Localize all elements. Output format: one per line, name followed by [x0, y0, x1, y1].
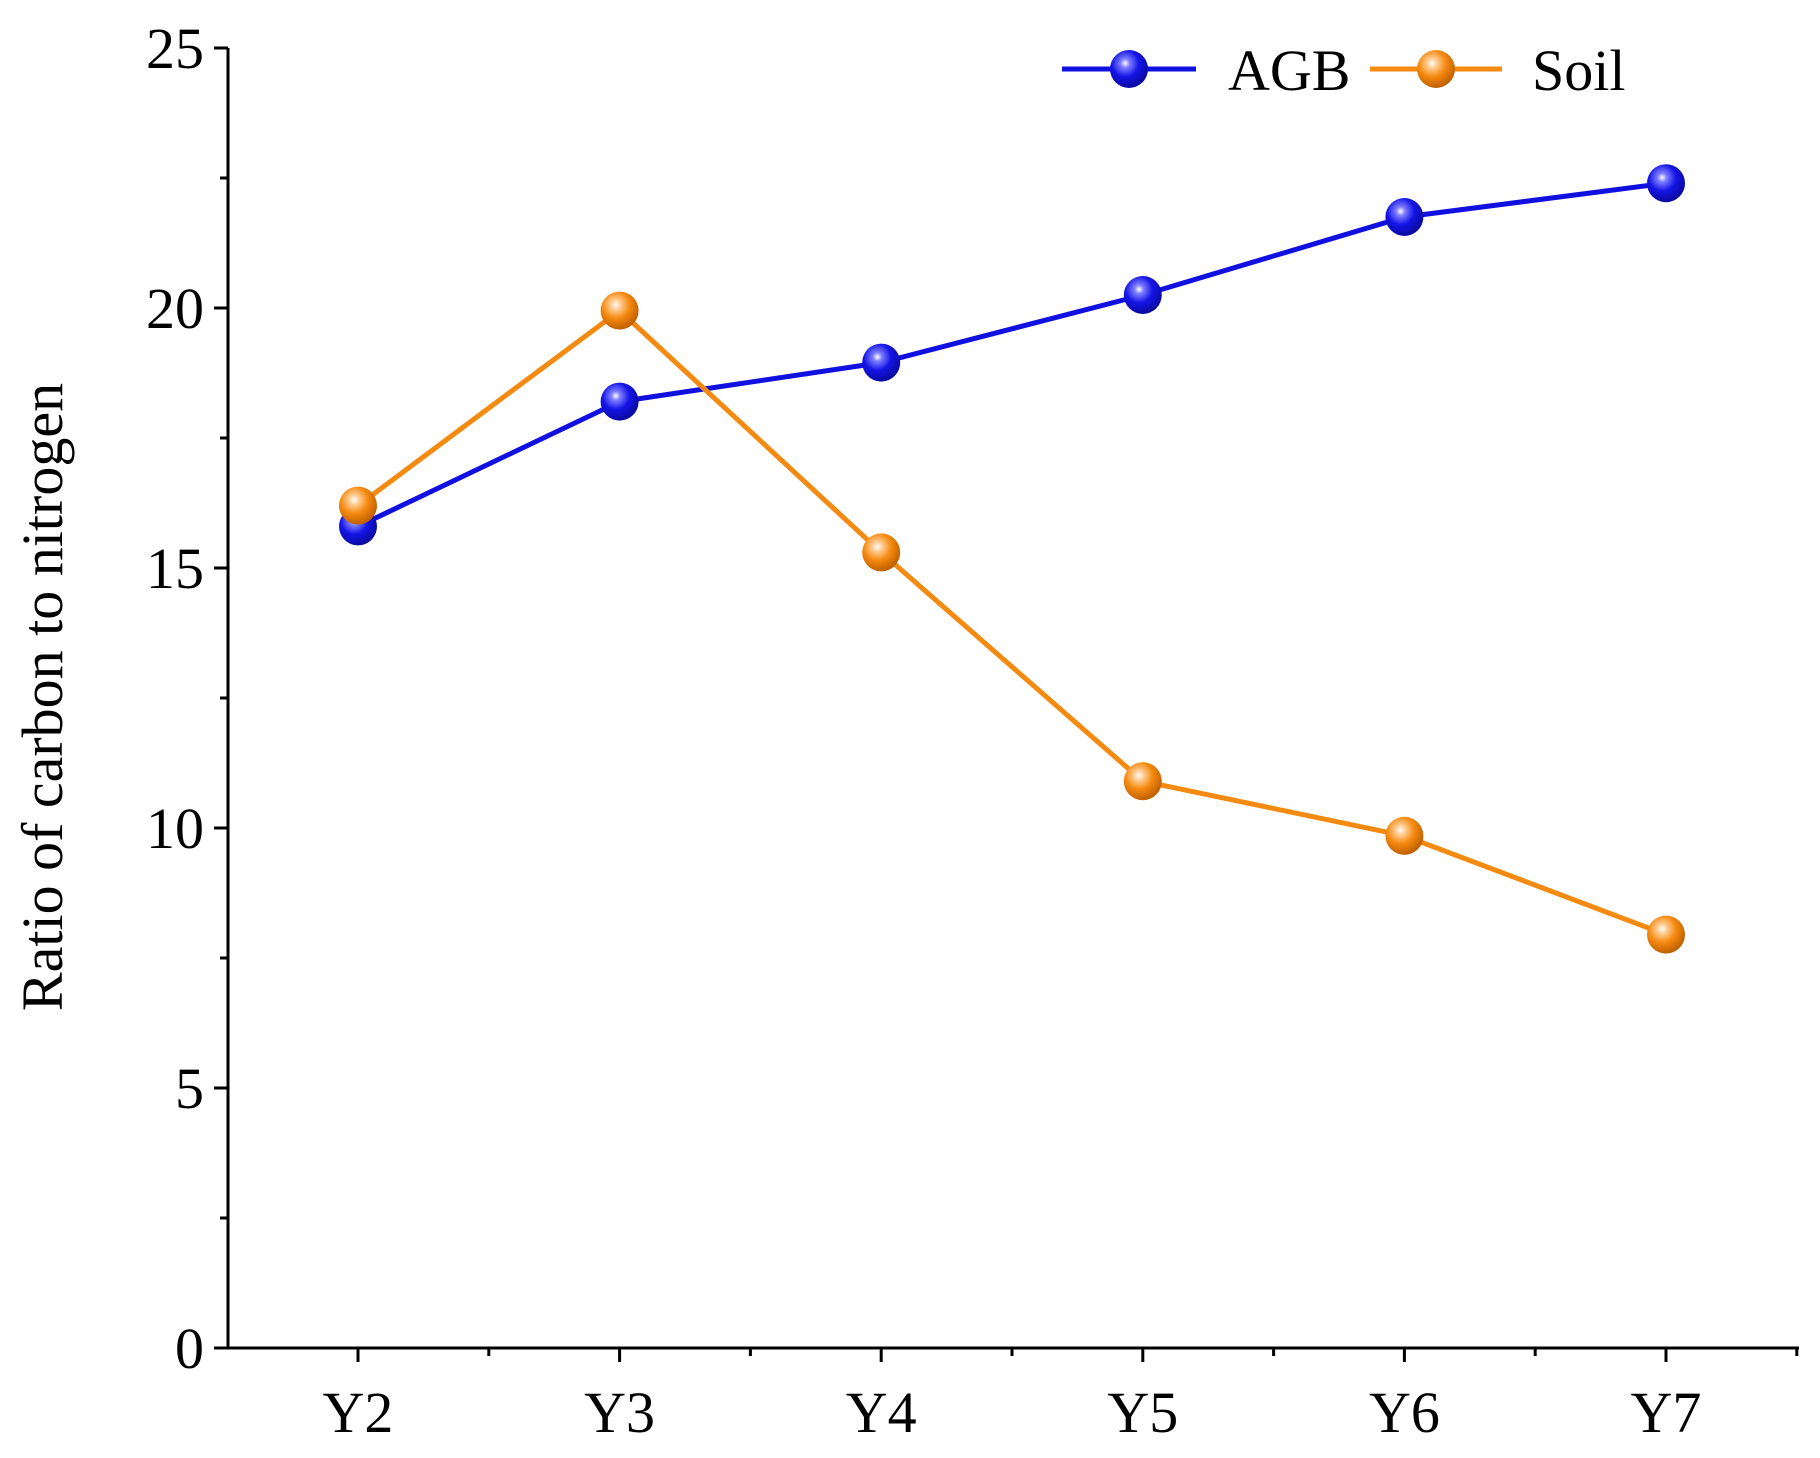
series-layer [339, 164, 1685, 954]
x-ticks: Y2 Y3 Y4 Y5 Y6 Y7 [323, 1348, 1799, 1445]
legend-marker-soil [1417, 50, 1455, 88]
data-point-agb [1385, 198, 1424, 236]
series-soil [339, 291, 1685, 954]
legend-item-soil: Soil [1370, 38, 1626, 103]
legend: AGB Soil [1062, 38, 1626, 103]
y-axis-title: Ratio of carbon to nitrogen [10, 383, 75, 1011]
x-tick-label: Y3 [584, 1380, 655, 1445]
legend-label-soil: Soil [1532, 38, 1626, 103]
data-point-agb [600, 382, 639, 421]
series-agb [339, 164, 1685, 546]
y-ticks: 0 5 10 15 20 25 [146, 16, 228, 1381]
data-point-agb [1123, 276, 1162, 314]
y-tick-label: 10 [146, 796, 204, 861]
data-point-soil [1647, 915, 1685, 954]
data-point-soil [339, 486, 377, 525]
x-tick-label: Y4 [846, 1380, 917, 1445]
y-axis: 0 5 10 15 20 25 [146, 16, 230, 1381]
x-tick-label: Y2 [323, 1380, 394, 1445]
legend-marker-agb [1110, 50, 1148, 88]
y-tick-label: 0 [175, 1316, 204, 1381]
y-tick-label: 25 [146, 16, 204, 81]
data-point-soil [1385, 816, 1424, 855]
series-line-soil [356, 308, 1667, 937]
data-point-agb [1647, 164, 1685, 203]
x-tick-label: Y6 [1369, 1380, 1440, 1445]
legend-item-agb: AGB [1062, 38, 1350, 103]
x-tick-label: Y7 [1631, 1380, 1702, 1445]
y-tick-label: 5 [175, 1056, 204, 1121]
data-point-soil [600, 291, 639, 330]
y-tick-label: 20 [146, 276, 204, 341]
legend-label-agb: AGB [1228, 38, 1350, 103]
series-line-agb [356, 180, 1667, 529]
x-tick-label: Y5 [1107, 1380, 1178, 1445]
y-tick-label: 15 [146, 536, 204, 601]
data-point-soil [862, 533, 901, 572]
data-point-soil [1123, 762, 1162, 801]
data-point-agb [862, 343, 901, 382]
x-axis: Y2 Y3 Y4 Y5 Y6 Y7 [228, 1346, 1799, 1445]
